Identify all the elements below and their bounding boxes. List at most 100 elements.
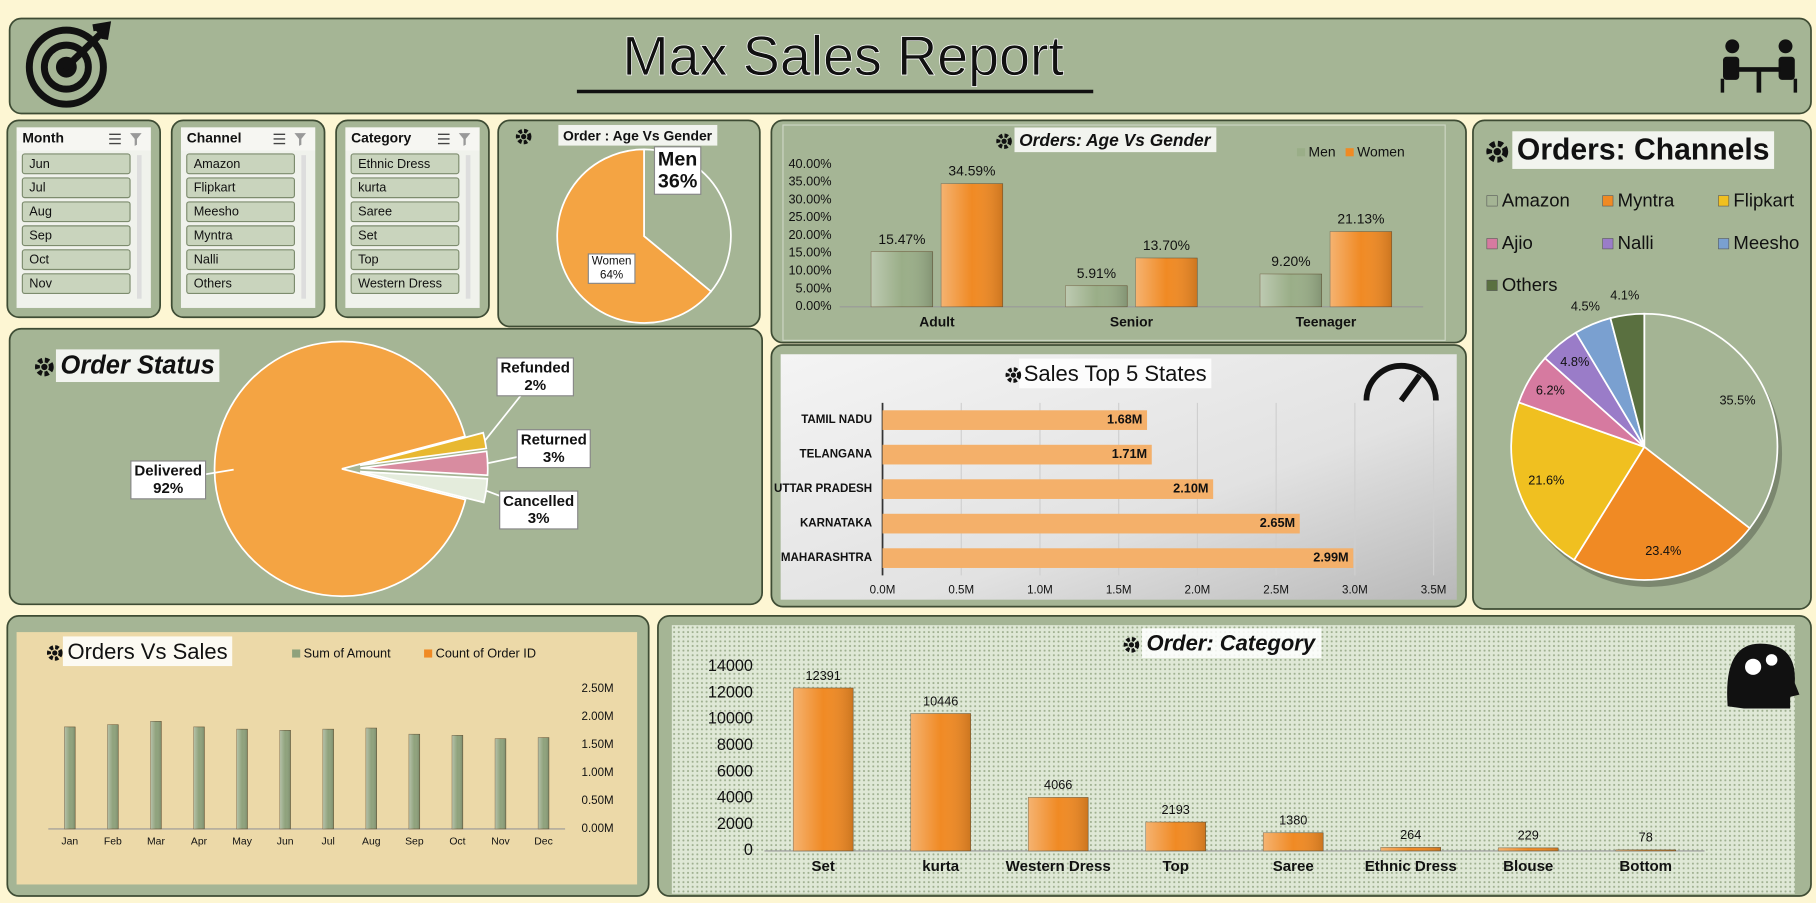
- x-tick-label: Bottom: [1619, 858, 1672, 875]
- bar-shine: [910, 713, 971, 851]
- y-tick-label: TAMIL NADU: [801, 414, 872, 426]
- y-tick-label: 0.50M: [582, 795, 614, 807]
- bar: [882, 410, 1148, 430]
- label-box: [587, 253, 636, 284]
- scrollbar: [136, 155, 142, 299]
- bar-shine: [1135, 258, 1198, 307]
- slicer-item[interactable]: [21, 273, 131, 295]
- multi-select-icon[interactable]: [109, 133, 121, 145]
- clear-filter-icon[interactable]: [294, 133, 306, 146]
- data-label: 15.47%: [878, 231, 925, 247]
- x-tick-label: 3.0M: [1342, 584, 1368, 596]
- y-tick-label: 0: [744, 841, 753, 859]
- slicer-item-label[interactable]: Others: [194, 276, 232, 291]
- x-tick-label: Western Dress: [1006, 858, 1111, 875]
- slicer-item-label[interactable]: Saree: [358, 204, 392, 219]
- legend-swatch: [1718, 195, 1730, 207]
- chart-title: Order : Age Vs Gender: [563, 127, 713, 143]
- scrollbar: [301, 155, 306, 299]
- slicer-item[interactable]: [186, 177, 296, 199]
- slicer-item[interactable]: [186, 249, 296, 271]
- x-tick-label: Jan: [61, 836, 78, 847]
- slicer-item[interactable]: [21, 225, 131, 247]
- y-tick-label: 2.00M: [582, 711, 614, 723]
- slicer-item[interactable]: [350, 249, 460, 271]
- slicer-item[interactable]: [350, 153, 460, 175]
- legend-label: Amazon: [1502, 189, 1570, 210]
- slicer-item[interactable]: [186, 225, 296, 247]
- slicer-item-label[interactable]: Ethnic Dress: [358, 156, 430, 171]
- scrollbar: [465, 155, 471, 299]
- slicer-item-label[interactable]: Nalli: [194, 252, 219, 267]
- y-tick-label: 20.00%: [788, 227, 831, 242]
- slicer-item-label[interactable]: Flipkart: [194, 180, 236, 195]
- legend-swatch: [1486, 195, 1498, 207]
- header-panel: [8, 17, 1812, 115]
- slicer-item-label[interactable]: Sep: [29, 228, 52, 243]
- slicer-item-label[interactable]: Jun: [29, 156, 50, 171]
- y-tick-label: 4000: [717, 789, 753, 807]
- legend-label: Ajio: [1502, 232, 1533, 253]
- slicer-item[interactable]: [350, 273, 460, 295]
- bar-shine: [365, 728, 377, 829]
- slicer-header: [16, 127, 151, 151]
- slicer-item[interactable]: [350, 201, 460, 223]
- y-tick-label: 2.50M: [582, 683, 614, 695]
- data-label: 64%: [600, 270, 623, 282]
- gear-icon: [41, 363, 48, 371]
- pie-slice: [1510, 401, 1646, 562]
- slicer-item-label[interactable]: kurta: [358, 180, 387, 195]
- data-label: 264: [1400, 827, 1421, 842]
- bar-shine: [871, 251, 933, 307]
- slicer-item[interactable]: [21, 177, 131, 199]
- slicer-item[interactable]: [21, 201, 131, 223]
- x-tick-label: Ethnic Dress: [1365, 858, 1457, 875]
- slicer-item[interactable]: [186, 153, 296, 175]
- y-tick-label: UTTAR PRADESH: [774, 483, 872, 495]
- y-tick-label: MAHARASHTRA: [781, 552, 873, 564]
- bar-shine: [495, 738, 506, 829]
- slicer-item-label[interactable]: Nov: [29, 276, 52, 291]
- slicer-header: [180, 127, 316, 151]
- gear-icon: [515, 128, 532, 145]
- data-label-name: Refunded: [501, 360, 570, 377]
- slicer-item-label[interactable]: Jul: [29, 180, 45, 195]
- slicer-item-label[interactable]: Myntra: [194, 228, 234, 243]
- slicer-item-label[interactable]: Oct: [29, 252, 49, 267]
- data-label: 35.5%: [1719, 392, 1755, 407]
- slicer-item[interactable]: [186, 201, 296, 223]
- data-label: 229: [1518, 828, 1539, 843]
- x-tick-label: May: [232, 836, 252, 847]
- bar-shine: [793, 687, 854, 851]
- slicer-item-label[interactable]: Aug: [29, 204, 52, 219]
- x-tick-label: Top: [1162, 858, 1188, 875]
- slicer-item-label[interactable]: Set: [358, 228, 378, 243]
- clear-filter-icon[interactable]: [458, 133, 471, 146]
- slicer-item[interactable]: [350, 225, 460, 247]
- slicer-item-label[interactable]: Amazon: [194, 156, 241, 171]
- x-tick-label: 0.0M: [870, 584, 896, 596]
- y-tick-label: 12000: [708, 683, 753, 701]
- chart-frame: [782, 124, 1446, 341]
- slicer-item[interactable]: [350, 177, 460, 199]
- multi-select-icon[interactable]: [273, 133, 286, 145]
- gear-icon: [1010, 372, 1016, 378]
- data-label: 34.59%: [948, 163, 995, 179]
- slicer-item-label[interactable]: Top: [358, 252, 379, 267]
- meeting-icon: [1720, 39, 1798, 93]
- clear-filter-icon[interactable]: [130, 133, 142, 146]
- slicer-item-label[interactable]: Western Dress: [358, 276, 442, 291]
- bar-shine: [193, 726, 205, 829]
- data-label: 2193: [1162, 802, 1190, 817]
- slicer-item[interactable]: [186, 273, 296, 295]
- slicer-header: [345, 127, 480, 151]
- slicer-item-label[interactable]: Meesho: [194, 204, 239, 219]
- slicer-item[interactable]: [21, 249, 131, 271]
- multi-select-icon[interactable]: [437, 133, 450, 145]
- legend-label: Sum of Amount: [304, 645, 391, 660]
- label-box: [496, 357, 574, 397]
- bar-shine: [150, 721, 162, 829]
- slicer-item[interactable]: [21, 153, 131, 175]
- data-label: 1.71M: [1112, 446, 1147, 461]
